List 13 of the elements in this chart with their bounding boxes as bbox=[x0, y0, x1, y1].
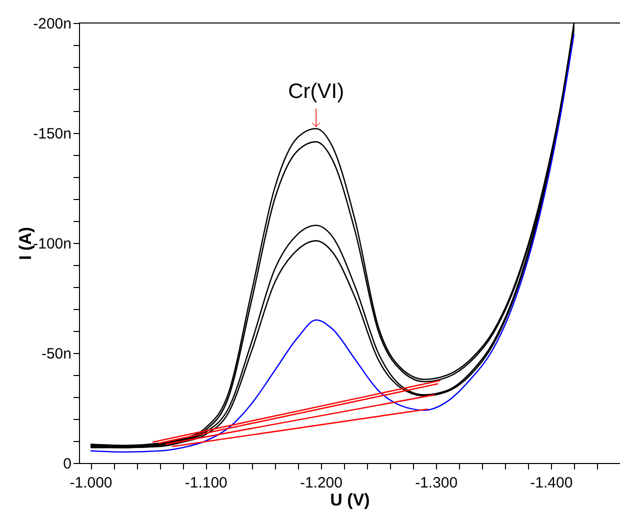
y-tick-label: -50n bbox=[41, 346, 72, 362]
y-tick-label: 0 bbox=[63, 456, 72, 472]
y-tick-label: -200n bbox=[33, 16, 72, 32]
x-tick-label: -1.300 bbox=[415, 474, 458, 492]
y-tick-label: -150n bbox=[33, 126, 72, 142]
y-axis-title: I (A) bbox=[16, 226, 36, 260]
annotation: Cr(VI) bbox=[288, 80, 344, 104]
x-tick-label: -1.000 bbox=[70, 474, 112, 492]
y-tick-label: -100n bbox=[33, 236, 72, 252]
x-axis-title: U (V) bbox=[330, 490, 370, 510]
x-tick-label: -1.100 bbox=[184, 474, 228, 492]
x-tick-label: -1.200 bbox=[300, 474, 342, 492]
x-tick-label: -1.400 bbox=[530, 474, 573, 492]
